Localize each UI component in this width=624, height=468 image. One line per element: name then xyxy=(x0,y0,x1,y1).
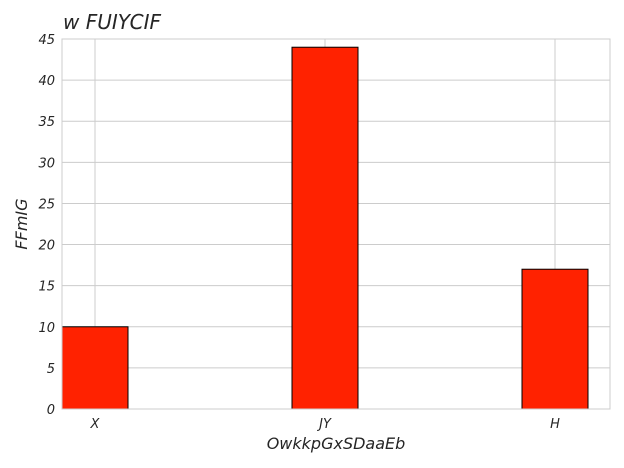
y-tick-label: 10 xyxy=(38,321,55,336)
y-tick-label: 35 xyxy=(38,115,55,130)
x-tick-label: X xyxy=(90,417,101,432)
x-axis-label: OwkkpGxSDaaEb xyxy=(267,434,406,453)
y-tick-label: 5 xyxy=(47,362,55,377)
y-tick-labels: 0 5 10 15 20 25 30 35 40 45 xyxy=(38,33,55,418)
bar-jy xyxy=(291,46,359,410)
bar-h xyxy=(521,268,589,410)
y-tick-label: 0 xyxy=(47,403,55,418)
bar-x xyxy=(61,326,129,410)
x-tick-label: JY xyxy=(316,417,332,432)
y-tick-label: 25 xyxy=(38,197,55,212)
y-tick-label: 20 xyxy=(38,239,55,254)
y-tick-label: 40 xyxy=(38,74,55,89)
bars xyxy=(61,46,589,410)
y-tick-label: 15 xyxy=(38,280,55,295)
chart-title: w FUIYCIF xyxy=(63,10,161,34)
x-tick-labels: X JY H xyxy=(90,417,561,432)
y-tick-label: 30 xyxy=(38,156,55,171)
y-axis-label: FFmIG xyxy=(12,198,31,249)
plot-frame xyxy=(61,38,611,410)
y-tick-label: 45 xyxy=(38,33,55,48)
x-tick-label: H xyxy=(550,417,560,432)
